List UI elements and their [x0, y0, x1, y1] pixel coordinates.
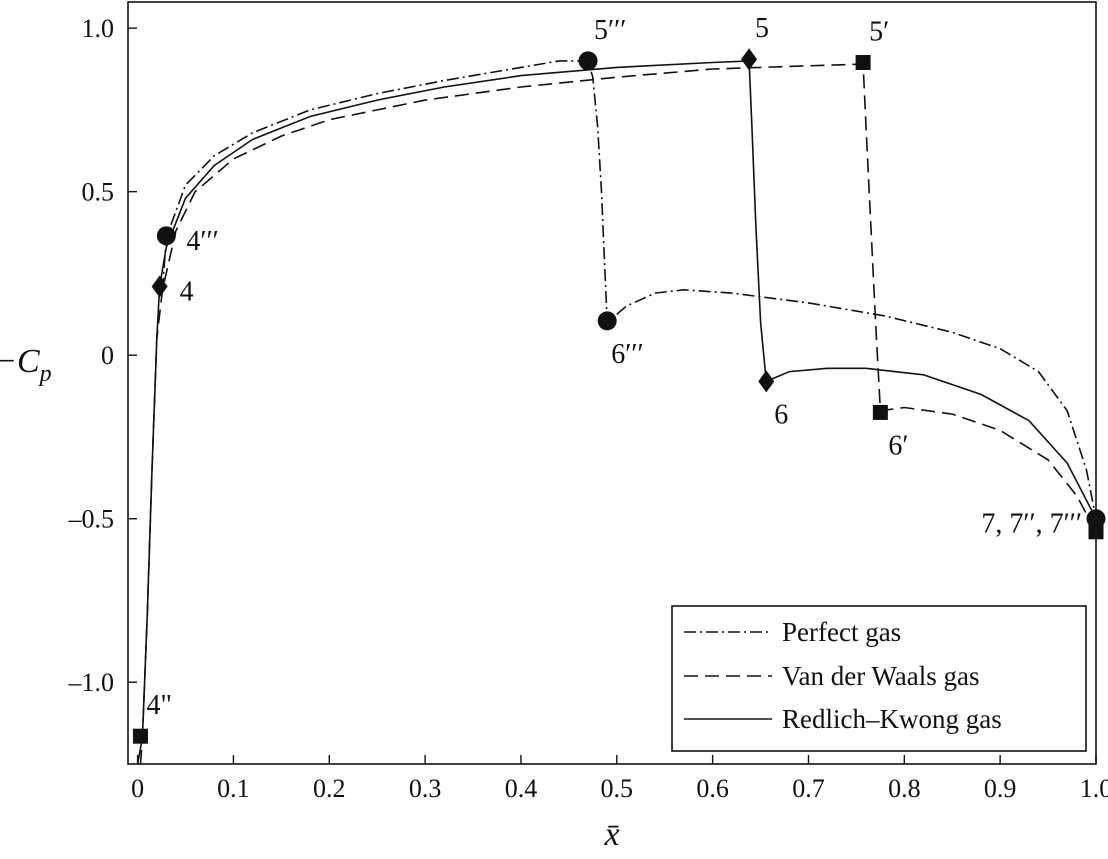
marker-circle-4 — [156, 226, 176, 246]
svg-text:−Cp: −Cp — [0, 343, 52, 387]
marker-label-6: 6 — [774, 399, 788, 430]
x-tick-label: 0 — [131, 774, 144, 803]
x-tick-label: 0.7 — [792, 774, 825, 803]
marker-square-unlabeled — [1088, 524, 1104, 540]
legend-label-redlich-kwong-gas: Redlich–Kwong gas — [782, 704, 1002, 734]
y-axis: 1.0 0.5 0 –0.5 –1.0 — [68, 14, 137, 697]
series-line-van-der-waals-gas — [139, 63, 1096, 764]
marker-label-7-7-7: 7, 7′′, 7′′′ — [981, 509, 1082, 540]
marker-label-5: 5′′′ — [594, 15, 626, 46]
marker-label-4: 4′′′ — [186, 226, 218, 257]
marker-label-5: 5 — [755, 13, 769, 44]
marker-label-6: 6′′′ — [611, 339, 643, 370]
series-line-redlich-kwong-gas — [136, 60, 1096, 764]
marker-label-6: 6′ — [888, 430, 908, 461]
legend-box — [671, 605, 1087, 752]
x-tick-label: 0.1 — [217, 774, 250, 803]
legend: Perfect gas Van der Waals gas Redlich–Kw… — [671, 605, 1087, 752]
marker-circle-7-7-7 — [1086, 509, 1106, 529]
marker-diamond-5 — [741, 48, 758, 71]
x-tick-label: 0.3 — [409, 774, 442, 803]
x-tick-label: 0.6 — [696, 774, 729, 803]
marker-label-5: 5′ — [869, 17, 889, 48]
marker-diamond-6 — [758, 370, 775, 393]
series-curves — [136, 60, 1096, 764]
legend-label-perfect-gas: Perfect gas — [782, 617, 901, 647]
marker-label-4: 4" — [146, 690, 171, 721]
legend-label-van-der-waals-gas: Van der Waals gas — [782, 661, 980, 691]
series-line-perfect-gas — [161, 60, 1096, 519]
y-tick-label: –1.0 — [68, 668, 115, 697]
marker-square-5 — [855, 55, 871, 71]
data-markers — [132, 48, 1106, 744]
marker-label-4: 4 — [180, 277, 194, 308]
y-tick-label: 0 — [101, 341, 114, 370]
x-tick-label: 0.2 — [313, 774, 346, 803]
y-tick-label: 1.0 — [82, 14, 115, 43]
marker-diamond-4 — [151, 275, 168, 298]
x-tick-label: 1.0 — [1080, 774, 1108, 803]
y-tick-label: –0.5 — [68, 505, 115, 534]
y-axis-label-main: −C — [0, 343, 40, 380]
x-tick-label: 0.5 — [601, 774, 634, 803]
x-axis: 0 0.1 0.2 0.3 0.4 0.5 0.6 0.7 0.8 0.9 1.0 — [131, 755, 1108, 803]
plot-frame — [127, 1, 1097, 765]
x-tick-label: 0.9 — [984, 774, 1017, 803]
x-tick-label: 0.8 — [888, 774, 921, 803]
y-axis-label: −Cp — [0, 343, 52, 387]
marker-circle-5 — [578, 51, 598, 71]
x-tick-label: 0.4 — [505, 774, 538, 803]
marker-square-6 — [872, 404, 888, 420]
y-tick-label: 0.5 — [82, 178, 115, 207]
marker-labels: 5′′′ 5 5′ 4′′′ 4 6′′′ 6 6′ 7, 7′′, 7′′′ 4" — [146, 13, 1082, 721]
marker-circle-6 — [597, 311, 617, 331]
y-axis-label-subscript: p — [38, 361, 52, 387]
marker-square-4 — [132, 728, 148, 744]
x-axis-label: x̄ — [603, 816, 619, 853]
